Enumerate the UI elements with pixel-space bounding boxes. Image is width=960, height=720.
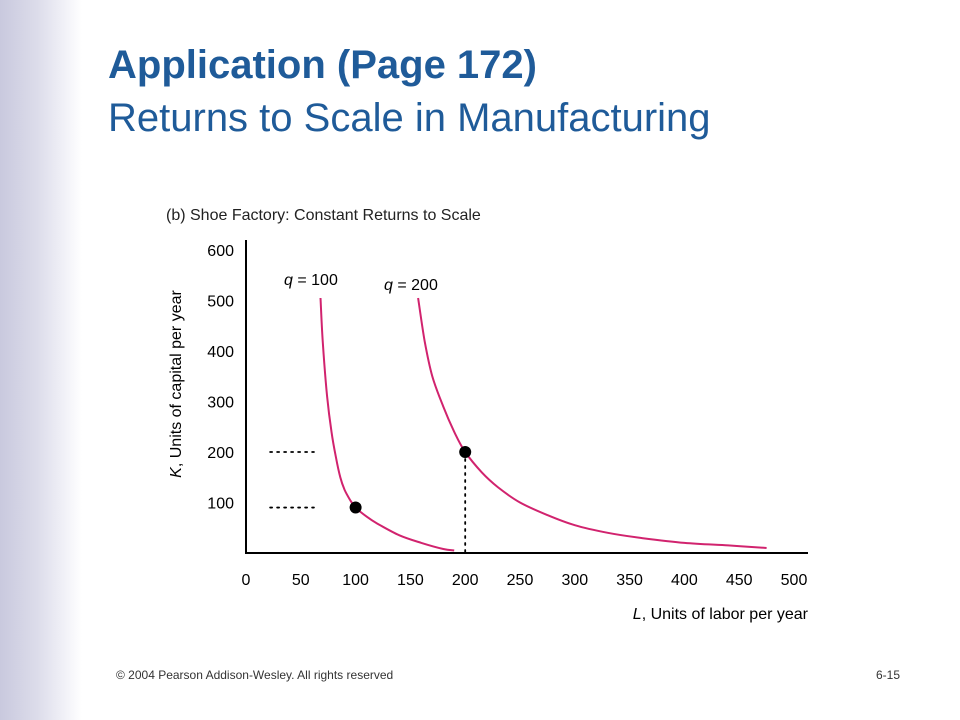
isoquant-line-1 [319, 297, 455, 552]
slide-subtitle: Returns to Scale in Manufacturing [108, 96, 711, 140]
y-tick-label: 500 [207, 294, 234, 311]
x-tick-label: 50 [292, 572, 310, 589]
y-tick-label: 400 [207, 344, 234, 361]
x-tick-label: 400 [671, 572, 698, 589]
x-tick-label: 200 [452, 572, 479, 589]
slide-side-band [0, 0, 82, 720]
x-tick-label: 150 [397, 572, 424, 589]
guide-lines [269, 451, 467, 554]
x-tick-label: 0 [242, 572, 251, 589]
footer-copyright: © 2004 Pearson Addison-Wesley. All right… [116, 668, 394, 682]
y-tick-label: 300 [207, 395, 234, 412]
x-axis-label: L, Units of labor per year [633, 606, 809, 623]
x-tick-label: 300 [561, 572, 588, 589]
curve-label-q100: q = 100 [284, 272, 338, 289]
x-tick-label: 450 [726, 572, 753, 589]
x-axis-label-var: L [633, 606, 642, 623]
chart-title: (b) Shoe Factory: Constant Returns to Sc… [166, 207, 481, 224]
slide-title: Application (Page 172) [108, 43, 537, 87]
isoquant-line-2 [417, 297, 767, 549]
curve-label-q100-var: q [284, 272, 293, 289]
curve-label-q200: q = 200 [384, 277, 438, 294]
tangent-point [459, 446, 472, 458]
tick-labels: 0 50 100 150 200 250 300 350 400 450 500 100 200 300 4… [207, 243, 807, 589]
curve-label-q200-var: q [384, 277, 393, 294]
y-axis-label-var: K [168, 466, 185, 478]
y-axis-label-rest: , Units of capital per year [168, 290, 185, 468]
x-tick-label: 350 [616, 572, 643, 589]
y-tick-label: 100 [207, 496, 234, 513]
y-tick-label: 600 [207, 243, 234, 260]
isoquant-curves [319, 297, 767, 552]
tangent-point [349, 501, 362, 514]
x-tick-label: 250 [507, 572, 534, 589]
x-tick-label: 500 [781, 572, 808, 589]
tangent-points [349, 446, 472, 514]
x-tick-label: 100 [342, 572, 369, 589]
curve-label-q200-rest: = 200 [393, 277, 438, 294]
chart-axes [245, 240, 808, 554]
x-axis-label-rest: , Units of labor per year [642, 606, 809, 623]
footer-page-number: 6-15 [876, 668, 901, 682]
y-axis-label: K, Units of capital per year [168, 290, 185, 478]
curve-label-q100-rest: = 100 [293, 272, 338, 289]
y-tick-label: 200 [207, 445, 234, 462]
